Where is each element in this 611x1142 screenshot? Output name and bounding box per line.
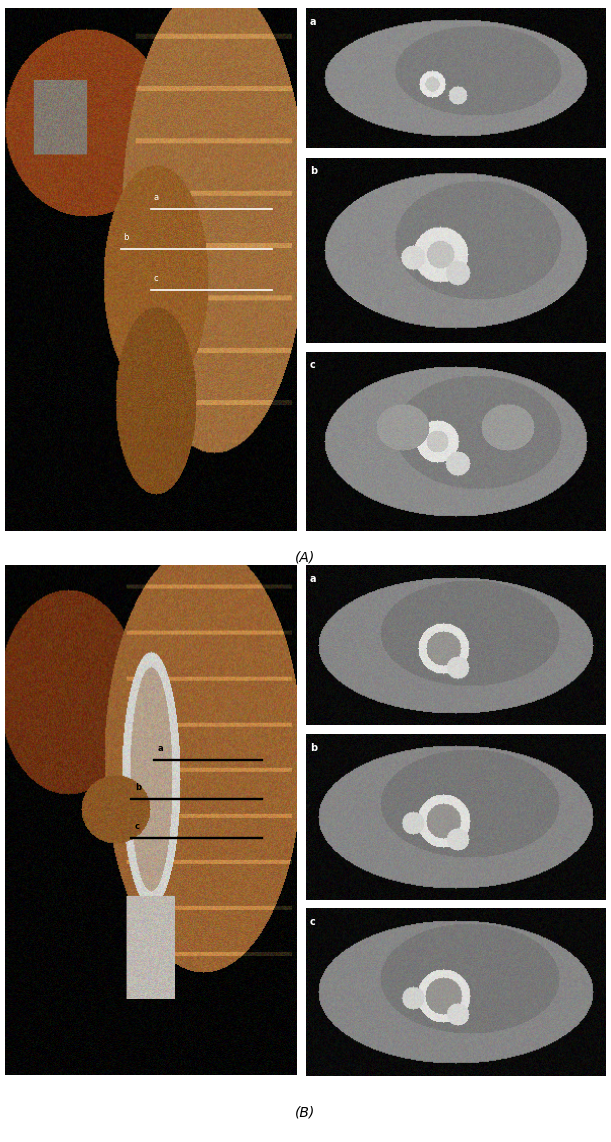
Text: b: b bbox=[135, 782, 141, 791]
Text: (B): (B) bbox=[295, 1105, 316, 1119]
Text: c: c bbox=[154, 274, 159, 282]
Text: a: a bbox=[310, 17, 316, 26]
Text: a: a bbox=[158, 745, 164, 754]
Text: b: b bbox=[123, 233, 129, 242]
Text: b: b bbox=[310, 743, 317, 753]
Text: b: b bbox=[310, 167, 317, 176]
Text: (A): (A) bbox=[295, 550, 316, 564]
Text: c: c bbox=[310, 917, 316, 926]
Text: a: a bbox=[310, 574, 316, 584]
Text: c: c bbox=[135, 821, 140, 830]
Text: a: a bbox=[154, 193, 159, 202]
Text: c: c bbox=[310, 360, 316, 370]
